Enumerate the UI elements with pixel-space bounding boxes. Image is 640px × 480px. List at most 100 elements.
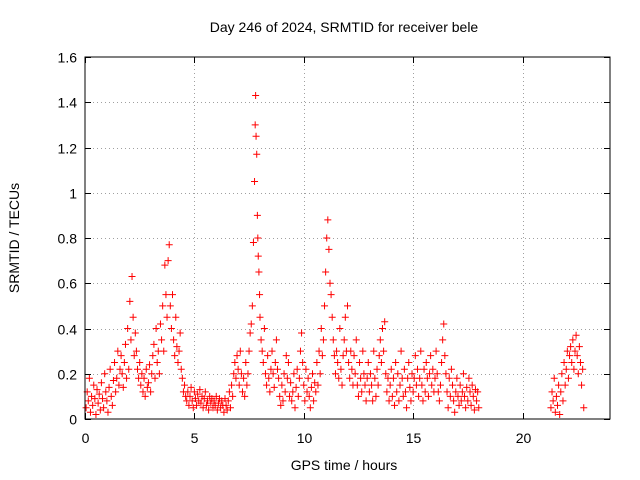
data-point-0-319 — [426, 370, 434, 378]
data-point-0-69 — [158, 336, 166, 344]
data-point-0-87 — [177, 365, 185, 373]
data-point-0-394 — [579, 365, 587, 373]
data-point-0-154 — [251, 177, 259, 185]
data-point-0-358 — [468, 381, 476, 389]
data-point-0-211 — [307, 383, 315, 391]
data-point-0-216 — [313, 358, 321, 366]
data-point-0-295 — [399, 392, 407, 400]
data-point-0-320 — [427, 352, 435, 360]
data-point-0-217 — [314, 381, 322, 389]
data-point-0-301 — [406, 383, 414, 391]
data-point-0-354 — [464, 397, 472, 405]
data-point-0-59 — [147, 388, 155, 396]
data-point-0-200 — [295, 374, 303, 382]
data-point-0-186 — [280, 370, 288, 378]
data-point-0-350 — [459, 370, 467, 378]
data-point-0-383 — [567, 343, 575, 351]
data-point-0-75 — [164, 257, 172, 265]
data-point-0-83 — [173, 343, 181, 351]
data-point-0-372 — [555, 381, 563, 389]
data-point-0-42 — [128, 272, 136, 280]
data-point-0-205 — [301, 397, 309, 405]
data-point-0-274 — [376, 336, 384, 344]
data-point-0-57 — [144, 379, 152, 387]
data-point-0-256 — [357, 374, 365, 382]
data-point-0-368 — [550, 374, 558, 382]
data-point-0-60 — [148, 370, 156, 378]
data-point-0-24 — [108, 401, 116, 409]
data-point-0-202 — [298, 329, 306, 337]
data-point-0-338 — [446, 392, 454, 400]
data-point-0-58 — [146, 361, 154, 369]
data-point-0-218 — [315, 347, 323, 355]
data-point-0-94 — [185, 401, 193, 409]
data-point-0-333 — [441, 352, 449, 360]
data-point-0-135 — [230, 370, 238, 378]
data-point-0-2 — [84, 397, 92, 405]
data-point-0-277 — [380, 347, 388, 355]
data-point-0-16 — [100, 404, 108, 412]
data-point-0-226 — [324, 216, 332, 224]
y-tick-label-2: 0.4 — [58, 322, 78, 338]
data-point-0-142 — [237, 370, 245, 378]
data-point-0-369 — [551, 408, 559, 416]
data-point-0-74 — [163, 313, 171, 321]
data-point-0-347 — [456, 381, 464, 389]
data-point-0-210 — [306, 404, 314, 412]
data-point-0-315 — [421, 388, 429, 396]
y-tick-label-8: 1.6 — [58, 50, 78, 66]
data-point-0-182 — [276, 392, 284, 400]
data-point-0-162 — [255, 268, 263, 276]
data-point-0-325 — [432, 347, 440, 355]
y-tick-label-4: 0.8 — [58, 231, 78, 247]
data-point-0-88 — [178, 374, 186, 382]
data-point-0-250 — [350, 352, 358, 360]
data-point-0-212 — [309, 370, 316, 378]
data-point-0-207 — [303, 388, 311, 396]
data-point-0-291 — [395, 397, 403, 405]
data-point-0-311 — [417, 347, 425, 355]
data-point-0-105 — [197, 399, 205, 407]
data-point-0-248 — [348, 365, 356, 373]
data-points — [82, 91, 588, 418]
data-point-0-104 — [196, 386, 204, 394]
data-point-0-351 — [461, 392, 469, 400]
data-point-0-201 — [296, 347, 304, 355]
data-point-0-213 — [310, 397, 318, 405]
data-point-0-194 — [289, 388, 297, 396]
data-point-0-360 — [470, 406, 478, 414]
data-point-0-31 — [116, 365, 124, 373]
data-point-0-377 — [560, 358, 568, 366]
data-point-0-112 — [205, 406, 213, 414]
data-point-0-168 — [260, 325, 268, 332]
data-point-0-241 — [340, 336, 348, 344]
data-point-0-68 — [156, 320, 164, 328]
data-point-0-388 — [572, 331, 580, 339]
axis-ticks: 0 5 10 15 20 0 0.2 0.4 0.6 0.8 1 1.2 1.4 1.6 — [58, 50, 610, 446]
data-point-0-40 — [126, 297, 134, 305]
data-point-0-179 — [272, 336, 280, 344]
data-point-0-86 — [176, 329, 184, 337]
data-point-0-300 — [405, 358, 413, 366]
data-point-0-266 — [368, 381, 376, 389]
data-point-0-328 — [435, 397, 443, 405]
data-point-0-73 — [162, 291, 170, 299]
data-point-0-82 — [172, 313, 180, 321]
data-point-0-276 — [379, 325, 386, 332]
data-point-0-55 — [142, 365, 150, 373]
data-point-0-47 — [134, 365, 141, 373]
data-point-0-52 — [139, 388, 147, 396]
data-point-0-159 — [253, 211, 261, 219]
data-point-0-251 — [351, 370, 359, 378]
data-point-0-316 — [422, 358, 430, 366]
data-point-0-79 — [169, 291, 176, 299]
data-point-0-132 — [226, 404, 234, 412]
data-point-0-322 — [429, 365, 437, 373]
data-point-0-95 — [186, 392, 194, 400]
data-point-0-8 — [91, 395, 99, 403]
data-point-0-378 — [561, 381, 569, 389]
data-point-0-390 — [574, 370, 582, 378]
data-point-0-198 — [293, 365, 301, 373]
data-point-0-342 — [451, 408, 459, 416]
data-point-0-375 — [558, 370, 566, 378]
